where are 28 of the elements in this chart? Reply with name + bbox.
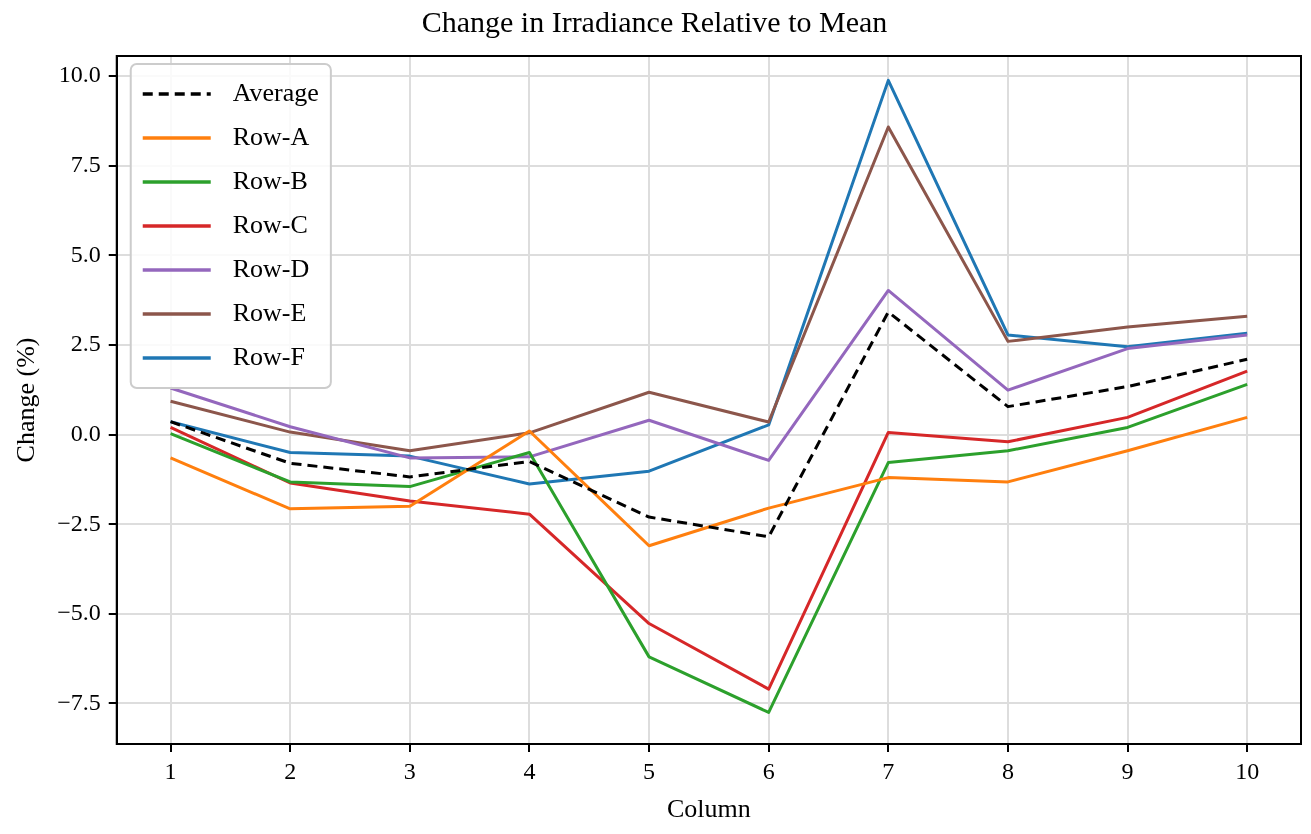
legend-label: Row-E [232, 297, 307, 327]
x-tick-label: 9 [1121, 757, 1134, 784]
x-tick-label: 3 [403, 757, 416, 784]
y-tick-label: 0.0 [70, 419, 101, 446]
x-axis-title: Column [666, 794, 751, 824]
y-tick-label: 5.0 [70, 240, 101, 267]
legend-label: Row-D [232, 253, 310, 283]
legend-label: Average [232, 77, 319, 107]
x-tick-label: 2 [284, 757, 297, 784]
x-tick-label: 1 [164, 757, 177, 784]
x-tick-label: 6 [762, 757, 775, 784]
x-tick-label: 5 [643, 757, 656, 784]
x-tick-label: 8 [1001, 757, 1014, 784]
y-tick-label: 2.5 [70, 330, 101, 357]
x-tick-label: 10 [1235, 757, 1260, 784]
x-tick-label: 4 [523, 757, 536, 784]
y-tick-label: 10.0 [58, 61, 101, 88]
x-tick-label: 7 [882, 757, 895, 784]
legend-label: Row-A [232, 121, 310, 151]
y-tick-label: −5.0 [57, 599, 101, 626]
chart-title: Change in Irradiance Relative to Mean [421, 4, 888, 38]
y-axis-title: Change (%) [11, 337, 41, 463]
legend-label: Row-C [232, 209, 308, 239]
legend-label: Row-B [232, 165, 308, 195]
y-tick-label: 7.5 [70, 151, 101, 177]
y-tick-label: −2.5 [57, 509, 101, 536]
y-tick-label: −7.5 [57, 688, 101, 715]
legend-label: Row-F [232, 341, 305, 371]
